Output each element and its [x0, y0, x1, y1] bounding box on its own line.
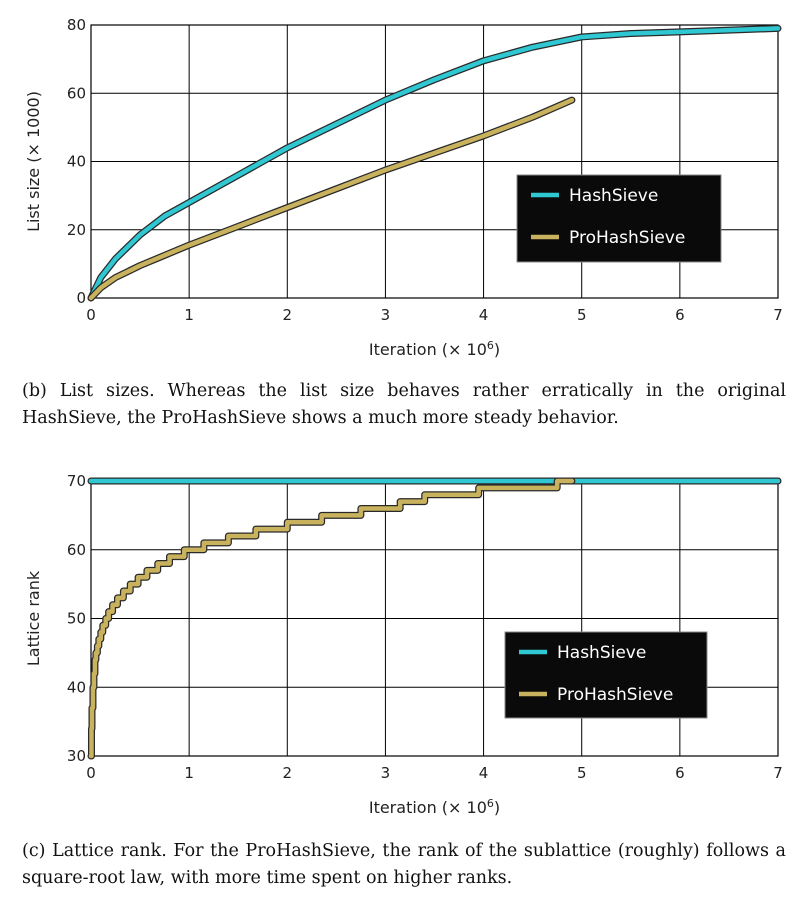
lattice-rank-legend-label-prohashsieve: ProHashSieve	[557, 685, 673, 705]
list-size-x-tick-label-5: 5	[577, 306, 587, 324]
list-size-series-hashsieve-line	[88, 26, 781, 301]
lattice-rank-chart: 0 1 2 3 4 5 6 7 30 40 50 60 70 Iteration (× 106) Latti…	[24, 472, 783, 817]
lattice-rank-x-axis-label: Iteration (× 106)	[369, 797, 500, 817]
lattice-rank-series-prohashsieve-line	[88, 478, 575, 759]
list-size-y-tick-label-0: 0	[76, 289, 86, 307]
list-size-legend-label-hashsieve: HashSieve	[569, 186, 658, 206]
list-size-y-tick-label-3: 60	[67, 84, 86, 102]
list-size-chart: 0 1 2 3 4 5 6 7 0 20 40 60 80 Iteration (× 106) List s…	[24, 16, 783, 359]
list-size-y-tick-label-4: 80	[67, 16, 86, 34]
list-size-x-tick-label-7: 7	[773, 306, 783, 324]
figure-caption-c: (c) Lattice rank. For the ProHashSieve, …	[22, 841, 786, 888]
lattice-rank-x-axis-label-close: )	[494, 798, 500, 817]
list-size-x-tick-label-4: 4	[479, 306, 489, 324]
list-size-x-tick-label-0: 0	[86, 306, 96, 324]
list-size-x-tick-label-3: 3	[381, 306, 391, 324]
lattice-rank-x-tick-label-0: 0	[86, 764, 96, 782]
list-size-x-tick-label-1: 1	[184, 306, 194, 324]
list-size-series-prohashsieve-line	[88, 97, 575, 301]
list-size-legend-box	[516, 174, 722, 263]
lattice-rank-x-tick-label-5: 5	[577, 764, 587, 782]
lattice-rank-x-tick-label-6: 6	[675, 764, 685, 782]
lattice-rank-x-tick-label-3: 3	[381, 764, 391, 782]
list-size-legend-label-prohashsieve: ProHashSieve	[569, 228, 685, 248]
list-size-plot-frame	[90, 24, 779, 299]
lattice-rank-y-tick-label-3: 60	[67, 541, 86, 559]
lattice-rank-y-tick-label-2: 50	[67, 610, 86, 628]
lattice-rank-x-tick-label-7: 7	[773, 764, 783, 782]
lattice-rank-x-tick-label-1: 1	[184, 764, 194, 782]
list-size-x-axis-label-close: )	[494, 340, 500, 359]
lattice-rank-y-tick-label-0: 30	[67, 747, 86, 765]
lattice-rank-x-tick-label-4: 4	[479, 764, 489, 782]
lattice-rank-y-tick-label-1: 40	[67, 678, 86, 696]
list-size-x-tick-label-6: 6	[675, 306, 685, 324]
lattice-rank-legend-label-hashsieve: HashSieve	[557, 643, 646, 663]
figure-caption-b: (b) List sizes. Whereas the list size be…	[22, 381, 786, 428]
lattice-rank-y-axis-label: Lattice rank	[24, 570, 43, 666]
lattice-rank-y-tick-label-4: 70	[67, 472, 86, 490]
lattice-rank-x-axis-label-exponent: 6	[487, 797, 494, 810]
list-size-x-axis-label: Iteration (× 106)	[369, 339, 500, 359]
lattice-rank-x-tick-label-2: 2	[283, 764, 293, 782]
list-size-y-tick-label-1: 20	[67, 221, 86, 239]
lattice-rank-legend-box	[504, 631, 708, 719]
list-size-x-axis-label-exponent: 6	[487, 339, 494, 352]
list-size-x-tick-label-2: 2	[283, 306, 293, 324]
list-size-y-axis-label: List size (× 1000)	[24, 91, 43, 232]
list-size-y-tick-label-2: 40	[67, 153, 86, 171]
